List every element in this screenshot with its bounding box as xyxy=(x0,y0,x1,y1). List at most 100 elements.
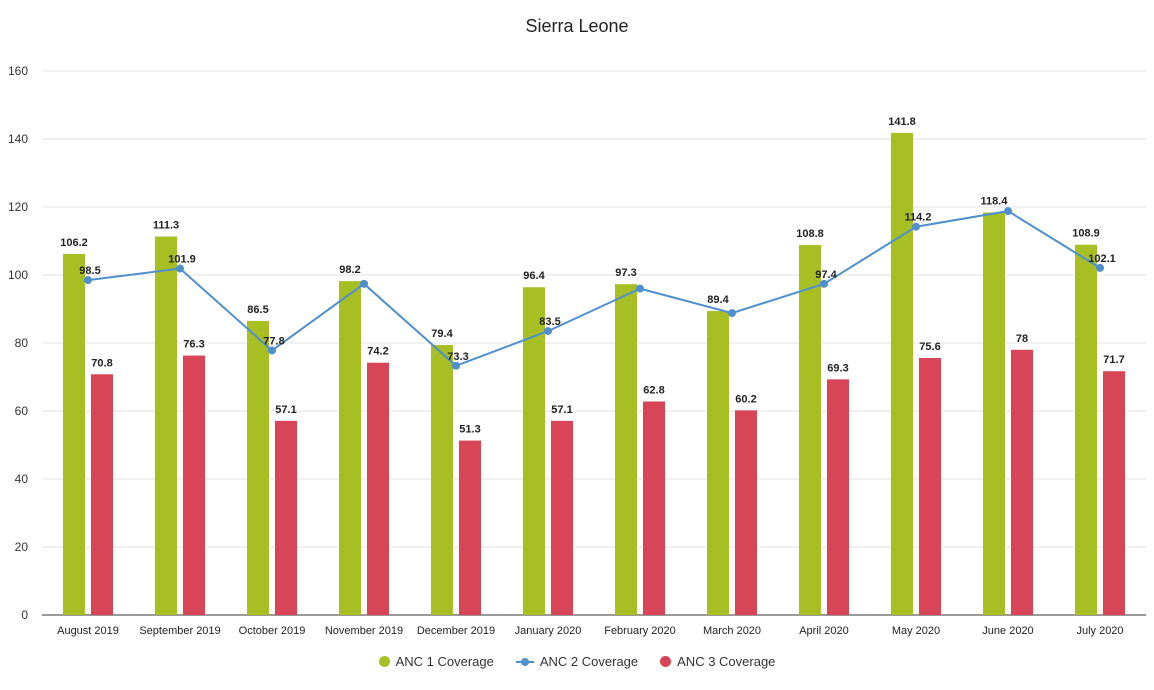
data-label-anc3: 71.7 xyxy=(1103,354,1124,366)
bar-anc1 xyxy=(63,253,85,616)
bar-anc3 xyxy=(275,420,297,615)
data-label-anc1: 141.8 xyxy=(888,116,916,128)
y-tick-label: 100 xyxy=(8,268,28,282)
legend-item-anc2[interactable]: ANC 2 Coverage xyxy=(515,654,639,669)
data-label-anc1: 96.4 xyxy=(523,270,545,282)
point-anc2 xyxy=(636,284,644,293)
data-label-anc2: 83.5 xyxy=(539,316,560,328)
legend: ANC 1 Coverage ANC 2 Coverage ANC 3 Cove… xyxy=(0,654,1154,669)
data-label-anc2: 73.3 xyxy=(447,351,468,363)
bar-anc3 xyxy=(551,420,573,615)
bar-anc3 xyxy=(919,357,941,615)
data-label-anc3: 57.1 xyxy=(275,404,296,416)
data-label-anc1: 97.3 xyxy=(615,267,636,279)
bar-anc1 xyxy=(891,132,913,615)
data-label-anc3: 62.8 xyxy=(643,384,664,396)
bar-series xyxy=(63,132,1125,616)
bar-anc3 xyxy=(643,401,665,615)
x-tick-label: October 2019 xyxy=(239,625,306,637)
bar-anc1 xyxy=(1075,244,1097,616)
bar-anc1 xyxy=(431,345,453,615)
data-label-anc3: 51.3 xyxy=(459,424,480,436)
legend-label-anc1: ANC 1 Coverage xyxy=(395,654,494,669)
x-tick-label: January 2020 xyxy=(515,625,582,637)
gridlines xyxy=(42,70,1146,616)
bar-anc1 xyxy=(339,281,361,615)
data-labels: 106.2 70.8 111.3 76.3 86.5 57.1 98.2 74.2 79.4 51… xyxy=(60,116,1124,436)
point-anc2 xyxy=(452,361,460,370)
y-tick-label: 20 xyxy=(15,540,29,554)
legend-swatch-anc2 xyxy=(515,656,534,667)
data-label-anc1: 108.9 xyxy=(1072,228,1100,240)
data-label-anc1: 98.2 xyxy=(339,264,360,276)
bar-anc1 xyxy=(707,311,729,615)
point-anc2 xyxy=(268,346,276,355)
point-anc2 xyxy=(1004,207,1012,216)
bar-anc3 xyxy=(1011,349,1033,615)
point-anc2 xyxy=(84,276,92,285)
x-tick-label: March 2020 xyxy=(703,625,761,637)
data-label-anc1: 111.3 xyxy=(153,220,179,232)
bar-anc1 xyxy=(247,320,269,615)
bar-anc1 xyxy=(983,212,1005,615)
legend-swatch-anc3 xyxy=(660,656,672,667)
line-anc2 xyxy=(87,210,1101,367)
bar-anc1 xyxy=(615,284,637,615)
x-tick-label: July 2020 xyxy=(1076,625,1123,637)
data-label-anc3: 69.3 xyxy=(827,362,848,374)
y-tick-label: 0 xyxy=(21,608,28,622)
point-anc2 xyxy=(912,222,920,231)
data-label-anc1: 106.2 xyxy=(60,237,88,249)
bar-anc3 xyxy=(1103,371,1125,615)
point-anc2 xyxy=(728,309,736,318)
point-anc2 xyxy=(1096,263,1104,272)
x-tick-label: June 2020 xyxy=(982,625,1033,637)
axes: 0 20 40 60 80 100 120 140 160 August 2019 Septembe… xyxy=(8,64,1124,637)
legend-swatch-anc1 xyxy=(378,656,390,667)
x-tick-label: August 2019 xyxy=(57,625,119,637)
y-tick-label: 60 xyxy=(15,404,29,418)
data-label-anc3: 76.3 xyxy=(183,339,204,351)
line-series xyxy=(84,207,1104,370)
data-label-anc2: 101.9 xyxy=(168,254,196,266)
data-label-anc2: 98.5 xyxy=(79,265,100,277)
data-label-anc3: 78 xyxy=(1016,333,1028,345)
legend-label-anc2: ANC 2 Coverage xyxy=(539,654,639,669)
data-label-anc1: 86.5 xyxy=(247,304,268,316)
bar-anc3 xyxy=(827,379,849,615)
y-tick-label: 140 xyxy=(8,132,28,146)
data-label-anc2: 97.4 xyxy=(815,269,837,281)
x-tick-label: September 2019 xyxy=(139,625,220,637)
point-anc2 xyxy=(820,279,828,288)
data-label-anc3: 70.8 xyxy=(91,357,112,369)
data-label-anc2: 114.2 xyxy=(905,212,932,224)
data-label-anc2: 77.8 xyxy=(263,335,284,347)
x-tick-label: November 2019 xyxy=(325,625,403,637)
y-tick-label: 40 xyxy=(15,472,29,486)
data-label-anc1: 89.4 xyxy=(707,294,729,306)
x-tick-label: April 2020 xyxy=(799,625,849,637)
legend-label-anc3: ANC 3 Coverage xyxy=(677,654,776,669)
bar-anc1 xyxy=(155,236,177,615)
bar-anc1 xyxy=(799,245,821,615)
chart-title: Sierra Leone xyxy=(525,16,629,36)
legend-item-anc1[interactable]: ANC 1 Coverage xyxy=(378,654,494,669)
bar-anc3 xyxy=(735,410,757,615)
y-tick-label: 160 xyxy=(8,64,28,78)
data-label-anc3: 74.2 xyxy=(367,346,388,358)
bar-anc3 xyxy=(367,362,389,615)
bar-anc3 xyxy=(183,355,205,615)
data-label-anc1: 79.4 xyxy=(431,328,453,340)
y-tick-label: 80 xyxy=(15,336,29,350)
legend-item-anc3[interactable]: ANC 3 Coverage xyxy=(660,654,775,669)
bar-anc1 xyxy=(523,287,545,615)
data-label-anc3: 60.2 xyxy=(735,393,756,405)
data-label-anc1: 108.8 xyxy=(796,228,824,240)
y-tick-label: 120 xyxy=(8,200,28,214)
x-tick-label: May 2020 xyxy=(892,625,940,637)
data-label-anc1: 118.4 xyxy=(981,195,1009,207)
bar-anc3 xyxy=(459,440,481,615)
data-label-anc2: 102.1 xyxy=(1088,253,1116,265)
x-tick-label: December 2019 xyxy=(417,625,495,637)
